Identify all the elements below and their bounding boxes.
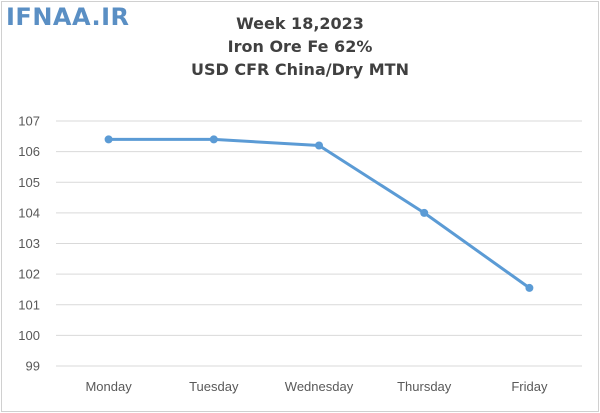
y-tick-label: 102 bbox=[18, 267, 40, 282]
y-tick-label: 106 bbox=[18, 144, 40, 159]
y-tick-label: 100 bbox=[18, 328, 40, 343]
data-point bbox=[420, 208, 429, 217]
data-point bbox=[525, 283, 534, 292]
y-tick-label: 103 bbox=[18, 236, 40, 251]
x-axis-ticks: Monday Tuesday Wednesday Thursday Friday bbox=[85, 379, 547, 394]
chart-title-line-3: USD CFR China/Dry MTN bbox=[191, 60, 409, 79]
x-tick-label: Monday bbox=[85, 379, 132, 394]
chart-title: Week 18,2023 Iron Ore Fe 62% USD CFR Chi… bbox=[0, 12, 600, 81]
x-tick-label: Thursday bbox=[397, 379, 452, 394]
watermark-logo: IFNAA.IR bbox=[6, 3, 130, 31]
data-point bbox=[209, 135, 218, 144]
y-tick-label: 107 bbox=[18, 114, 40, 129]
x-tick-label: Tuesday bbox=[189, 379, 239, 394]
series-line bbox=[107, 137, 531, 290]
x-tick-label: Wednesday bbox=[285, 379, 354, 394]
y-tick-label: 105 bbox=[18, 175, 40, 190]
chart-title-line-1: Week 18,2023 bbox=[236, 14, 364, 33]
y-tick-label: 101 bbox=[18, 297, 40, 312]
x-tick-label: Friday bbox=[511, 379, 548, 394]
data-point bbox=[104, 135, 113, 144]
chart-title-line-2: Iron Ore Fe 62% bbox=[227, 37, 373, 56]
y-tick-label: 104 bbox=[18, 205, 40, 220]
data-point bbox=[315, 141, 323, 150]
y-axis-ticks: 99 100 101 102 103 104 105 106 107 bbox=[18, 114, 40, 374]
series-layer bbox=[104, 135, 534, 292]
y-tick-label: 99 bbox=[26, 359, 40, 374]
gridlines bbox=[56, 120, 582, 367]
